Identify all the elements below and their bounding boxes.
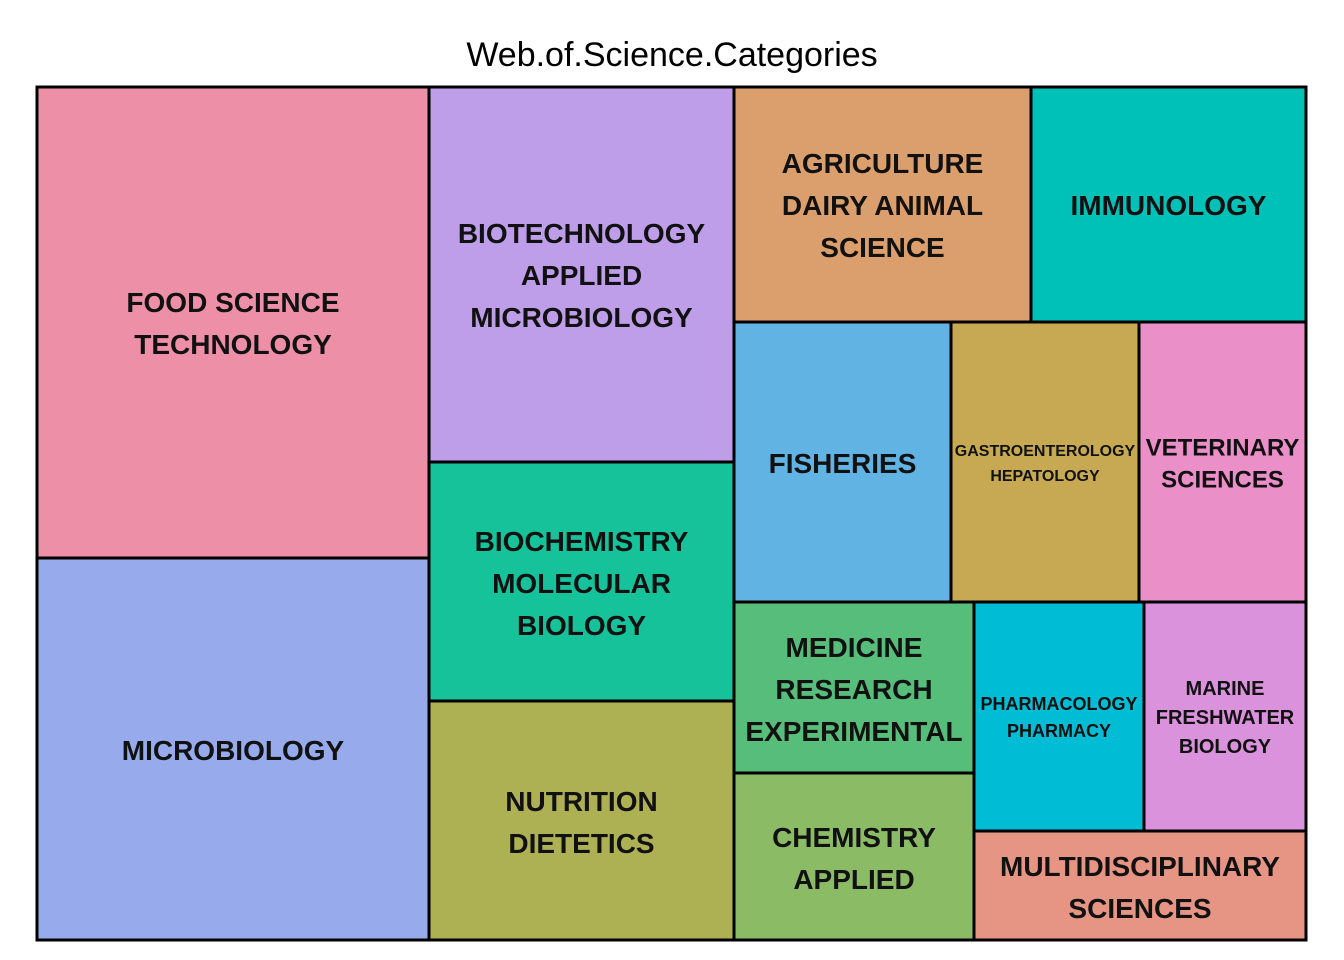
treemap-cell-immunology — [1029, 85, 1308, 324]
treemap-cell-gastroenterology-hepatology — [949, 320, 1141, 604]
treemap-label-line: HEPATOLOGY — [990, 468, 1100, 485]
treemap-label-gastroenterology-hepatology: GASTROENTEROLOGY HEPATOLOGY — [955, 443, 1136, 485]
treemap-label-microbiology: MICROBIOLOGY — [122, 735, 345, 766]
treemap-cell-microbiology — [35, 556, 431, 942]
treemap-label-line: FRESHWATER — [1156, 707, 1295, 729]
treemap-label-line: TECHNOLOGY — [134, 329, 332, 360]
treemap-label-nutrition-dietetics: NUTRITION DIETETICS — [505, 786, 657, 859]
treemap-cell-biochemistry-molecular-biology — [427, 460, 736, 703]
treemap-label-line: BIOCHEMISTRY — [475, 526, 689, 557]
treemap-label-line: PHARMACY — [1007, 721, 1111, 741]
treemap-label-line: DAIRY ANIMAL — [782, 190, 983, 221]
treemap-label-line: DIETETICS — [508, 828, 654, 859]
treemap-label-line: EXPERIMENTAL — [745, 716, 962, 747]
treemap-label-immunology: IMMUNOLOGY — [1071, 190, 1267, 221]
treemap-label-line: NUTRITION — [505, 786, 657, 817]
treemap-label-line: FISHERIES — [769, 448, 917, 479]
treemap-label-biotechnology-applied-microbiology: BIOTECHNOLOGY APPLIED MICROBIOLOGY — [458, 218, 706, 333]
treemap-label-line: RESEARCH — [775, 674, 932, 705]
treemap-label-line: AGRICULTURE — [782, 148, 984, 179]
treemap-label-line: BIOLOGY — [1179, 736, 1272, 758]
treemap-cell-multidisciplinary-sciences — [972, 829, 1308, 942]
treemap-label-line: MOLECULAR — [492, 568, 671, 599]
treemap-cell-veterinary-sciences — [1137, 320, 1308, 604]
treemap-label-veterinary-sciences: VETERINARY SCIENCES — [1146, 434, 1300, 493]
treemap-label-line: BIOLOGY — [517, 610, 646, 641]
treemap-label-line: VETERINARY — [1146, 434, 1300, 461]
treemap-cell-nutrition-dietetics — [427, 699, 736, 942]
treemap-label-line: MICROBIOLOGY — [470, 302, 693, 333]
treemap-cell-chemistry-applied — [732, 771, 976, 942]
treemap-label-line: PHARMACOLOGY — [981, 694, 1138, 714]
treemap-cell-marine-freshwater-biology — [1142, 600, 1308, 833]
chart-title: Web.of.Science.Categories — [466, 36, 877, 74]
treemap-label-line: MICROBIOLOGY — [122, 735, 345, 766]
treemap-label-line: APPLIED — [521, 260, 642, 291]
treemap-cell-agriculture-dairy-animal-science — [732, 85, 1033, 324]
treemap-label-line: CHEMISTRY — [772, 822, 936, 853]
treemap-label-biochemistry-molecular-biology: BIOCHEMISTRY MOLECULAR BIOLOGY — [475, 526, 689, 641]
treemap-label-line: SCIENCE — [820, 232, 944, 263]
treemap-label-food-science-technology: FOOD SCIENCE TECHNOLOGY — [126, 287, 339, 360]
treemap-label-line: FOOD SCIENCE — [126, 287, 339, 318]
treemap-cell-food-science-technology — [35, 85, 431, 560]
treemap-label-line: IMMUNOLOGY — [1071, 190, 1267, 221]
treemap-label-line: MULTIDISCIPLINARY — [1000, 851, 1280, 882]
treemap-label-line: BIOTECHNOLOGY — [458, 218, 706, 249]
treemap-label-line: MARINE — [1186, 678, 1265, 700]
treemap-cells: FOOD SCIENCE TECHNOLOGYMICROBIOLOGYBIOTEC… — [35, 85, 1308, 942]
treemap-label-marine-freshwater-biology: MARINE FRESHWATER BIOLOGY — [1156, 678, 1295, 758]
treemap-label-pharmacology-pharmacy: PHARMACOLOGY PHARMACY — [981, 694, 1138, 741]
treemap-label-line: APPLIED — [793, 864, 914, 895]
treemap-label-line: GASTROENTEROLOGY — [955, 443, 1136, 460]
treemap-label-medicine-research-experimental: MEDICINE RESEARCH EXPERIMENTAL — [745, 632, 962, 747]
treemap-cell-pharmacology-pharmacy — [972, 600, 1146, 833]
treemap-label-chemistry-applied: CHEMISTRY APPLIED — [772, 822, 936, 895]
treemap-cell-medicine-research-experimental — [732, 600, 976, 775]
treemap-label-line: SCIENCES — [1161, 466, 1284, 493]
treemap-label-agriculture-dairy-animal-science: AGRICULTURE DAIRY ANIMAL SCIENCE — [782, 148, 984, 263]
treemap-label-line: SCIENCES — [1068, 893, 1211, 924]
treemap-label-line: MEDICINE — [786, 632, 923, 663]
treemap-label-fisheries: FISHERIES — [769, 448, 917, 479]
treemap-label-multidisciplinary-sciences: MULTIDISCIPLINARY SCIENCES — [1000, 851, 1280, 924]
